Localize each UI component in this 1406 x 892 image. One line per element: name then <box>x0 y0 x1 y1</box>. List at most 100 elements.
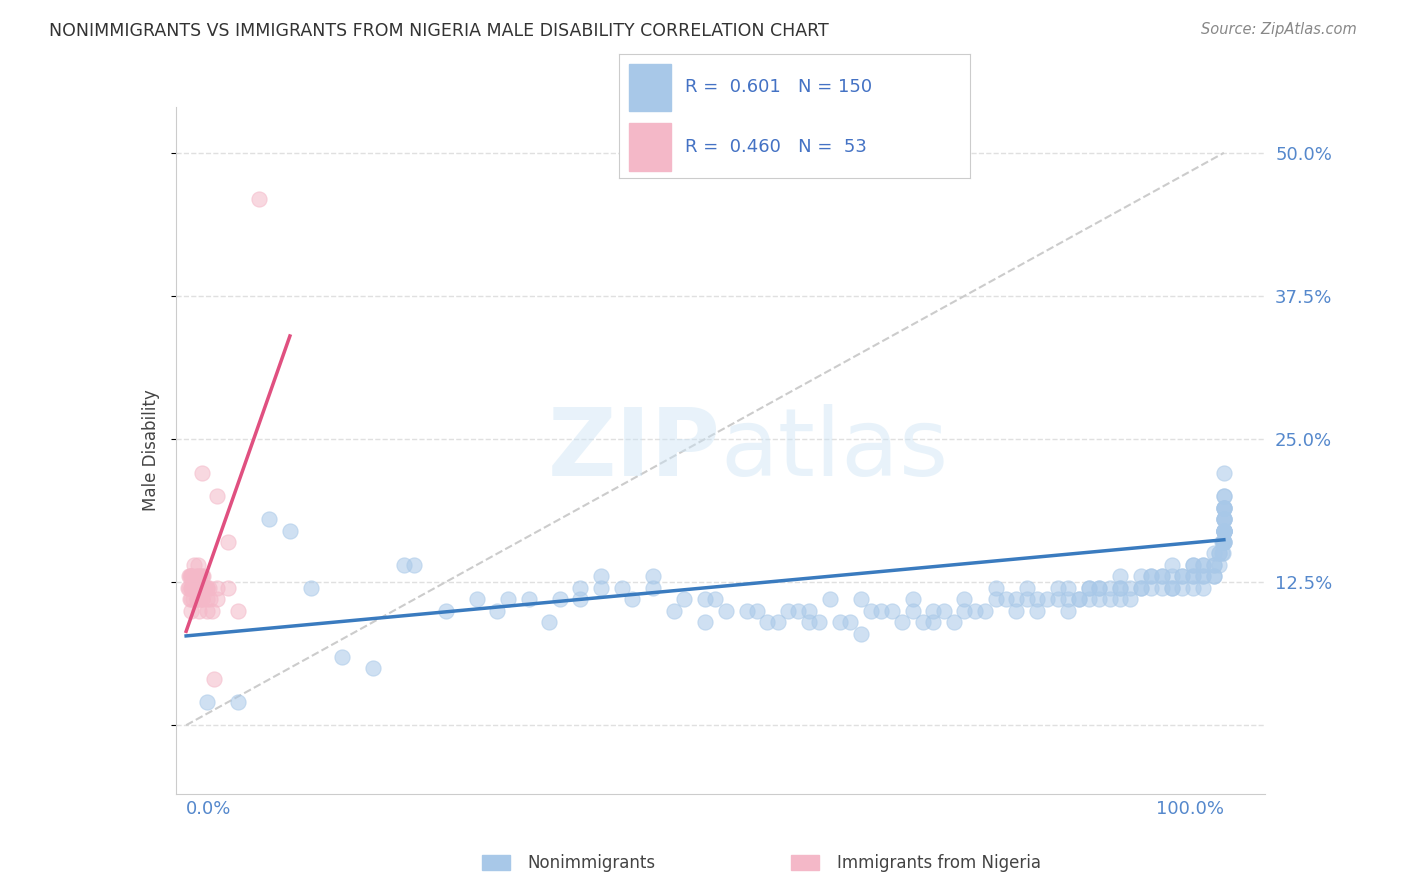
Point <box>187 581 209 595</box>
Point <box>1208 558 1230 572</box>
Text: NONIMMIGRANTS VS IMMIGRANTS FROM NIGERIA MALE DISABILITY CORRELATION CHART: NONIMMIGRANTS VS IMMIGRANTS FROM NIGERIA… <box>49 22 830 40</box>
Point <box>932 604 955 618</box>
Point <box>1212 512 1234 526</box>
Point <box>1192 558 1215 572</box>
Point <box>194 581 217 595</box>
Point <box>1171 569 1194 583</box>
Point <box>190 467 212 481</box>
Point <box>278 524 301 538</box>
Point <box>195 581 218 595</box>
Point <box>1211 535 1233 549</box>
Point <box>1212 524 1234 538</box>
Point <box>808 615 831 630</box>
Point <box>183 581 205 595</box>
Point <box>201 604 224 618</box>
Point <box>191 569 214 583</box>
Point <box>922 615 945 630</box>
Point <box>953 604 976 618</box>
Point <box>195 592 218 607</box>
Point <box>496 592 519 607</box>
Point <box>202 673 225 687</box>
Point <box>226 604 249 618</box>
Point <box>1212 489 1234 503</box>
Point <box>183 581 205 595</box>
Text: Immigrants from Nigeria: Immigrants from Nigeria <box>837 854 1040 871</box>
Point <box>1192 581 1215 595</box>
Point <box>207 581 229 595</box>
Point <box>1212 500 1234 515</box>
Point <box>1129 581 1152 595</box>
Point <box>787 604 810 618</box>
Point <box>404 558 426 572</box>
Point <box>1202 558 1225 572</box>
Text: atlas: atlas <box>721 404 949 497</box>
Point <box>1161 581 1184 595</box>
Point <box>1036 592 1059 607</box>
Point <box>911 615 934 630</box>
Point <box>180 581 202 595</box>
Point <box>1161 558 1184 572</box>
Point <box>984 581 1007 595</box>
Point <box>1067 592 1090 607</box>
Point <box>1202 569 1225 583</box>
Point <box>486 604 509 618</box>
Point <box>1150 569 1173 583</box>
Point <box>1212 489 1234 503</box>
Point <box>195 695 218 709</box>
Point <box>1150 581 1173 595</box>
Point <box>198 592 221 607</box>
Point <box>193 581 215 595</box>
Point <box>1208 546 1230 561</box>
Point <box>180 569 202 583</box>
Point <box>673 592 696 607</box>
Point <box>186 592 208 607</box>
Bar <box>630 63 671 111</box>
Point <box>693 615 716 630</box>
Point <box>1181 569 1204 583</box>
Point <box>195 604 218 618</box>
Point <box>183 592 205 607</box>
Point <box>1212 524 1234 538</box>
Point <box>180 604 202 618</box>
Point <box>180 569 202 583</box>
Y-axis label: Male Disability: Male Disability <box>142 390 160 511</box>
Point <box>361 661 384 675</box>
Point <box>1088 592 1111 607</box>
Point <box>1192 569 1215 583</box>
Point <box>1026 604 1049 618</box>
Point <box>247 192 270 206</box>
Point <box>1098 581 1121 595</box>
Point <box>766 615 789 630</box>
Point <box>1129 569 1152 583</box>
Point <box>1057 604 1080 618</box>
Point <box>1212 500 1234 515</box>
Point <box>1212 535 1234 549</box>
Point <box>191 581 214 595</box>
Text: R =  0.460   N =  53: R = 0.460 N = 53 <box>686 138 868 156</box>
Point <box>226 695 249 709</box>
Point <box>974 604 997 618</box>
Point <box>195 581 218 595</box>
Point <box>610 581 633 595</box>
Point <box>591 581 613 595</box>
Point <box>922 604 945 618</box>
Bar <box>630 123 671 171</box>
Point <box>1192 569 1215 583</box>
Point <box>1109 592 1132 607</box>
Point <box>1140 569 1163 583</box>
Point <box>1088 581 1111 595</box>
Point <box>704 592 727 607</box>
Point <box>217 535 239 549</box>
Point <box>1150 569 1173 583</box>
Point <box>517 592 540 607</box>
Point <box>1212 512 1234 526</box>
Point <box>198 581 221 595</box>
Point <box>190 592 212 607</box>
Point <box>891 615 914 630</box>
Point <box>187 604 209 618</box>
Point <box>548 592 571 607</box>
Point <box>849 592 872 607</box>
Point <box>1202 569 1225 583</box>
Point <box>984 592 1007 607</box>
Point <box>1026 592 1049 607</box>
